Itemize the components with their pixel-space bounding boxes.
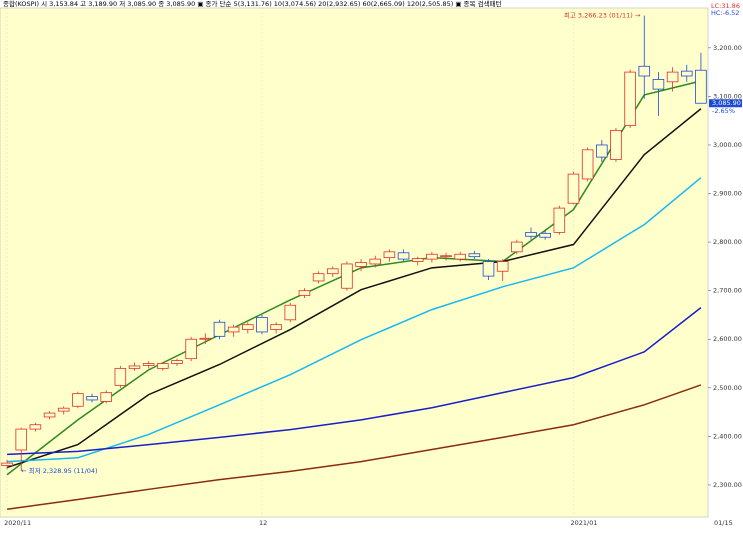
candle-body bbox=[567, 173, 580, 204]
candle-body bbox=[666, 71, 679, 83]
y-tick-label: 3,200.00 bbox=[713, 44, 742, 52]
candle-body bbox=[1, 462, 13, 466]
candle-body bbox=[468, 253, 481, 258]
lc-label: LC:31.86 bbox=[711, 2, 740, 10]
candle-body bbox=[29, 424, 42, 430]
candle-body bbox=[426, 253, 438, 260]
candle-body bbox=[326, 268, 339, 275]
candle-body bbox=[86, 396, 98, 401]
candle-body bbox=[369, 258, 382, 265]
y-tick-label: 3,000.00 bbox=[713, 141, 742, 149]
candle-body bbox=[482, 261, 495, 277]
last-price-label: 3,085.90 bbox=[712, 99, 741, 107]
y-tick-label: 2,500.00 bbox=[713, 384, 742, 392]
candle-body bbox=[652, 78, 665, 90]
candle-body bbox=[242, 324, 254, 330]
candle-body bbox=[695, 69, 707, 104]
candle-body bbox=[397, 252, 410, 260]
ma-line bbox=[6, 384, 702, 510]
high-note: 최고 3,266.23 (01/11) → bbox=[564, 11, 641, 20]
candle-body bbox=[43, 412, 56, 418]
candle-body bbox=[383, 251, 396, 259]
y-tick-label: 2,700.00 bbox=[713, 287, 742, 295]
candle-body bbox=[284, 304, 297, 321]
candle-body bbox=[227, 326, 240, 333]
plot-area bbox=[0, 7, 709, 518]
candle-body bbox=[157, 363, 169, 369]
y-tick-label: 3,100.00 bbox=[713, 92, 742, 100]
candle-body bbox=[454, 253, 466, 260]
x-tick-label: 2021/01 bbox=[570, 519, 597, 527]
chart-header: 종합(KOSPI) 시 3,153.84 고 3,189.90 저 3,085.… bbox=[3, 0, 502, 8]
candle-body bbox=[72, 393, 84, 407]
y-tick-label: 2,300.00 bbox=[713, 481, 742, 489]
candle-body bbox=[596, 144, 608, 158]
candle-body bbox=[213, 321, 226, 337]
candle-body bbox=[581, 149, 594, 180]
last-price-box bbox=[709, 99, 742, 108]
candle-body bbox=[142, 363, 155, 366]
change-label: -2.65% bbox=[712, 107, 735, 115]
candle-body bbox=[270, 324, 282, 330]
candle-body bbox=[553, 207, 566, 233]
candle-body bbox=[185, 338, 197, 360]
y-tick-label: 2,900.00 bbox=[713, 190, 742, 198]
ma-line bbox=[6, 108, 702, 469]
candle-body bbox=[525, 231, 537, 237]
candle-body bbox=[128, 365, 141, 369]
candle-body bbox=[15, 428, 28, 451]
candle-body bbox=[100, 392, 112, 402]
candle-body bbox=[610, 129, 622, 160]
candle-body bbox=[511, 241, 523, 253]
x-tick-label: 2020/11 bbox=[4, 519, 31, 527]
hc-label: HC:-6.52 bbox=[711, 9, 739, 17]
y-tick-label: 2,400.00 bbox=[713, 432, 742, 440]
candle-body bbox=[298, 290, 311, 296]
candle-body bbox=[57, 407, 70, 412]
candle-body bbox=[638, 65, 651, 77]
candle-body bbox=[624, 71, 636, 126]
candle-body bbox=[539, 232, 551, 238]
low-note: ← 최저 2,328.95 (11/04) bbox=[21, 466, 97, 475]
candle-body bbox=[171, 360, 183, 364]
ma-line bbox=[7, 177, 702, 463]
ma-line bbox=[7, 307, 702, 456]
y-tick-label: 2,800.00 bbox=[713, 238, 742, 246]
candle-body bbox=[312, 273, 325, 282]
x-end-label: 01/15 bbox=[714, 519, 733, 527]
candle-body bbox=[496, 261, 509, 272]
candle-body bbox=[256, 316, 268, 333]
candle-body bbox=[114, 367, 127, 386]
candle-body bbox=[341, 263, 353, 289]
y-tick-label: 2,600.00 bbox=[713, 335, 742, 343]
candle-body bbox=[199, 337, 212, 340]
candle-body bbox=[440, 255, 452, 258]
x-tick-label: 12 bbox=[259, 519, 267, 527]
candle-body bbox=[680, 70, 693, 77]
candle-body bbox=[411, 258, 424, 262]
candle-body bbox=[355, 262, 367, 267]
